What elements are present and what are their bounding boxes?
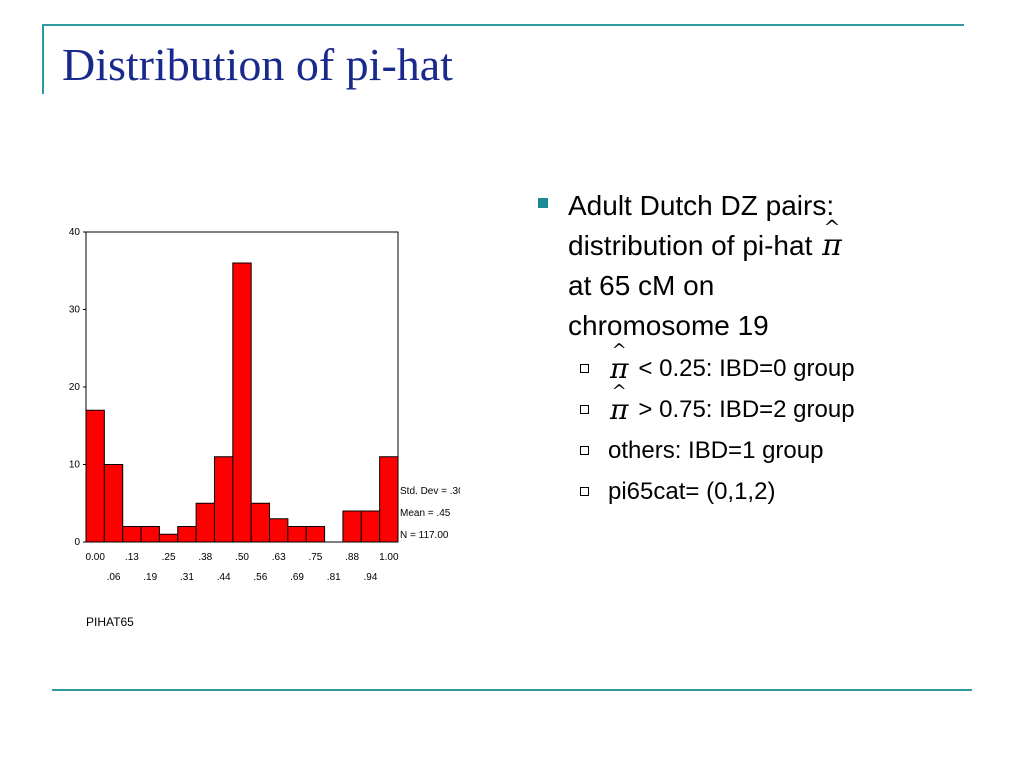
histogram-bar bbox=[158, 533, 179, 543]
hollow-square-bullet-icon bbox=[580, 446, 589, 455]
x-tick-label: .81 bbox=[327, 572, 341, 583]
stats-label: Mean = .45 bbox=[400, 508, 451, 519]
x-tick-label: 0.00 bbox=[85, 552, 105, 563]
sub-bullet-list: ^ π < 0.25: IBD=0 group ^ π > 0.75: IBD=2 … bbox=[580, 341, 994, 512]
x-tick-label: .88 bbox=[345, 552, 359, 563]
main-bullet-line: Adult Dutch DZ pairs: bbox=[568, 190, 835, 221]
hollow-square-bullet-icon bbox=[580, 364, 589, 373]
histogram-bar bbox=[232, 262, 252, 543]
pi-hat-symbol: ^ π bbox=[610, 341, 629, 385]
histogram-bar bbox=[122, 526, 142, 543]
x-tick-label: .13 bbox=[125, 552, 139, 563]
square-bullet-icon bbox=[538, 198, 548, 208]
stats-label: N = 117.00 bbox=[400, 530, 449, 541]
x-tick-label: .44 bbox=[217, 572, 231, 583]
histogram-bar bbox=[305, 526, 326, 543]
sub-bullet-text: others: IBD=1 group bbox=[608, 436, 824, 464]
bottom-rule bbox=[52, 689, 972, 691]
stats-label: Std. Dev = .30 bbox=[400, 486, 460, 497]
hollow-square-bullet-icon bbox=[580, 487, 589, 496]
slide-title: Distribution of pi-hat bbox=[62, 39, 453, 90]
x-tick-label: .25 bbox=[162, 552, 176, 563]
title-frame-top-rule bbox=[42, 24, 964, 26]
hat-accent: ^ bbox=[611, 339, 627, 361]
sub-bullet-item: others: IBD=1 group bbox=[580, 430, 994, 471]
histogram-bar bbox=[195, 502, 215, 543]
histogram-bar bbox=[140, 526, 160, 543]
x-tick-label: .56 bbox=[253, 572, 267, 583]
hat-accent: ^ bbox=[823, 215, 841, 239]
x-axis-label: PIHAT65 bbox=[86, 615, 134, 629]
pi-glyph: π bbox=[610, 392, 629, 426]
main-bullet-line-text: distribution of pi-hat bbox=[568, 230, 813, 261]
pi-glyph: π bbox=[610, 351, 629, 385]
sub-bullet-text: > 0.75: IBD=2 group bbox=[638, 395, 855, 423]
histogram-bar bbox=[177, 526, 197, 543]
y-tick-label: 20 bbox=[69, 382, 81, 393]
sub-bullet-item: ^ π > 0.75: IBD=2 group bbox=[580, 382, 994, 430]
main-bullet: Adult Dutch DZ pairs: distribution of pi… bbox=[534, 186, 994, 346]
bullet-list: Adult Dutch DZ pairs: distribution of pi… bbox=[534, 186, 994, 512]
sub-bullet-item: pi65cat= (0,1,2) bbox=[580, 471, 994, 512]
histogram-bar bbox=[379, 456, 399, 543]
y-tick-label: 40 bbox=[69, 227, 81, 238]
histogram-bar bbox=[342, 510, 362, 543]
histogram-chart: 0 10 20 30 40 0.00.06 .13 .19 .25 .31 .38 .44 .50 .56… bbox=[69, 227, 460, 629]
y-tick-label: 10 bbox=[69, 460, 81, 471]
histogram-bar bbox=[85, 409, 105, 543]
histogram-bar bbox=[250, 502, 271, 543]
sub-bullet-item: ^ π < 0.25: IBD=0 group bbox=[580, 341, 994, 389]
sub-bullet-text: pi65cat= (0,1,2) bbox=[608, 477, 776, 505]
x-tick-label: .69 bbox=[290, 572, 304, 583]
histogram-bar bbox=[213, 456, 234, 543]
histogram-bar bbox=[103, 464, 124, 543]
histogram-bar bbox=[287, 526, 307, 543]
pi-glyph: π bbox=[822, 228, 842, 263]
sub-bullet-text: < 0.25: IBD=0 group bbox=[638, 354, 855, 382]
x-tick-label: .50 bbox=[235, 552, 249, 563]
main-bullet-line: chromosome 19 bbox=[568, 310, 769, 341]
title-frame-left-rule bbox=[42, 24, 44, 94]
x-tick-label: .31 bbox=[180, 572, 194, 583]
y-tick-label: 30 bbox=[69, 305, 81, 316]
x-tick-label: .38 bbox=[198, 552, 212, 563]
x-tick-label: .75 bbox=[308, 552, 322, 563]
histogram-bar bbox=[269, 518, 289, 543]
hollow-square-bullet-icon bbox=[580, 405, 589, 414]
x-tick-label: .94 bbox=[364, 572, 378, 583]
main-bullet-line: at 65 cM on bbox=[568, 270, 715, 301]
hat-accent: ^ bbox=[611, 380, 627, 402]
histogram-bar bbox=[360, 510, 381, 543]
x-tick-label: .06 bbox=[107, 572, 121, 583]
pi-hat-symbol: ^ π bbox=[610, 382, 629, 426]
x-tick-label: .63 bbox=[272, 552, 286, 563]
main-bullet-line: distribution of pi-hat ^ π bbox=[568, 217, 844, 266]
pi-hat-symbol: ^ π bbox=[822, 217, 842, 263]
main-bullet-text: Adult Dutch DZ pairs: distribution of pi… bbox=[568, 186, 844, 346]
x-tick-label: .19 bbox=[143, 572, 157, 583]
x-tick-label: 1.00 bbox=[379, 552, 399, 563]
y-tick-label: 0 bbox=[74, 537, 80, 548]
